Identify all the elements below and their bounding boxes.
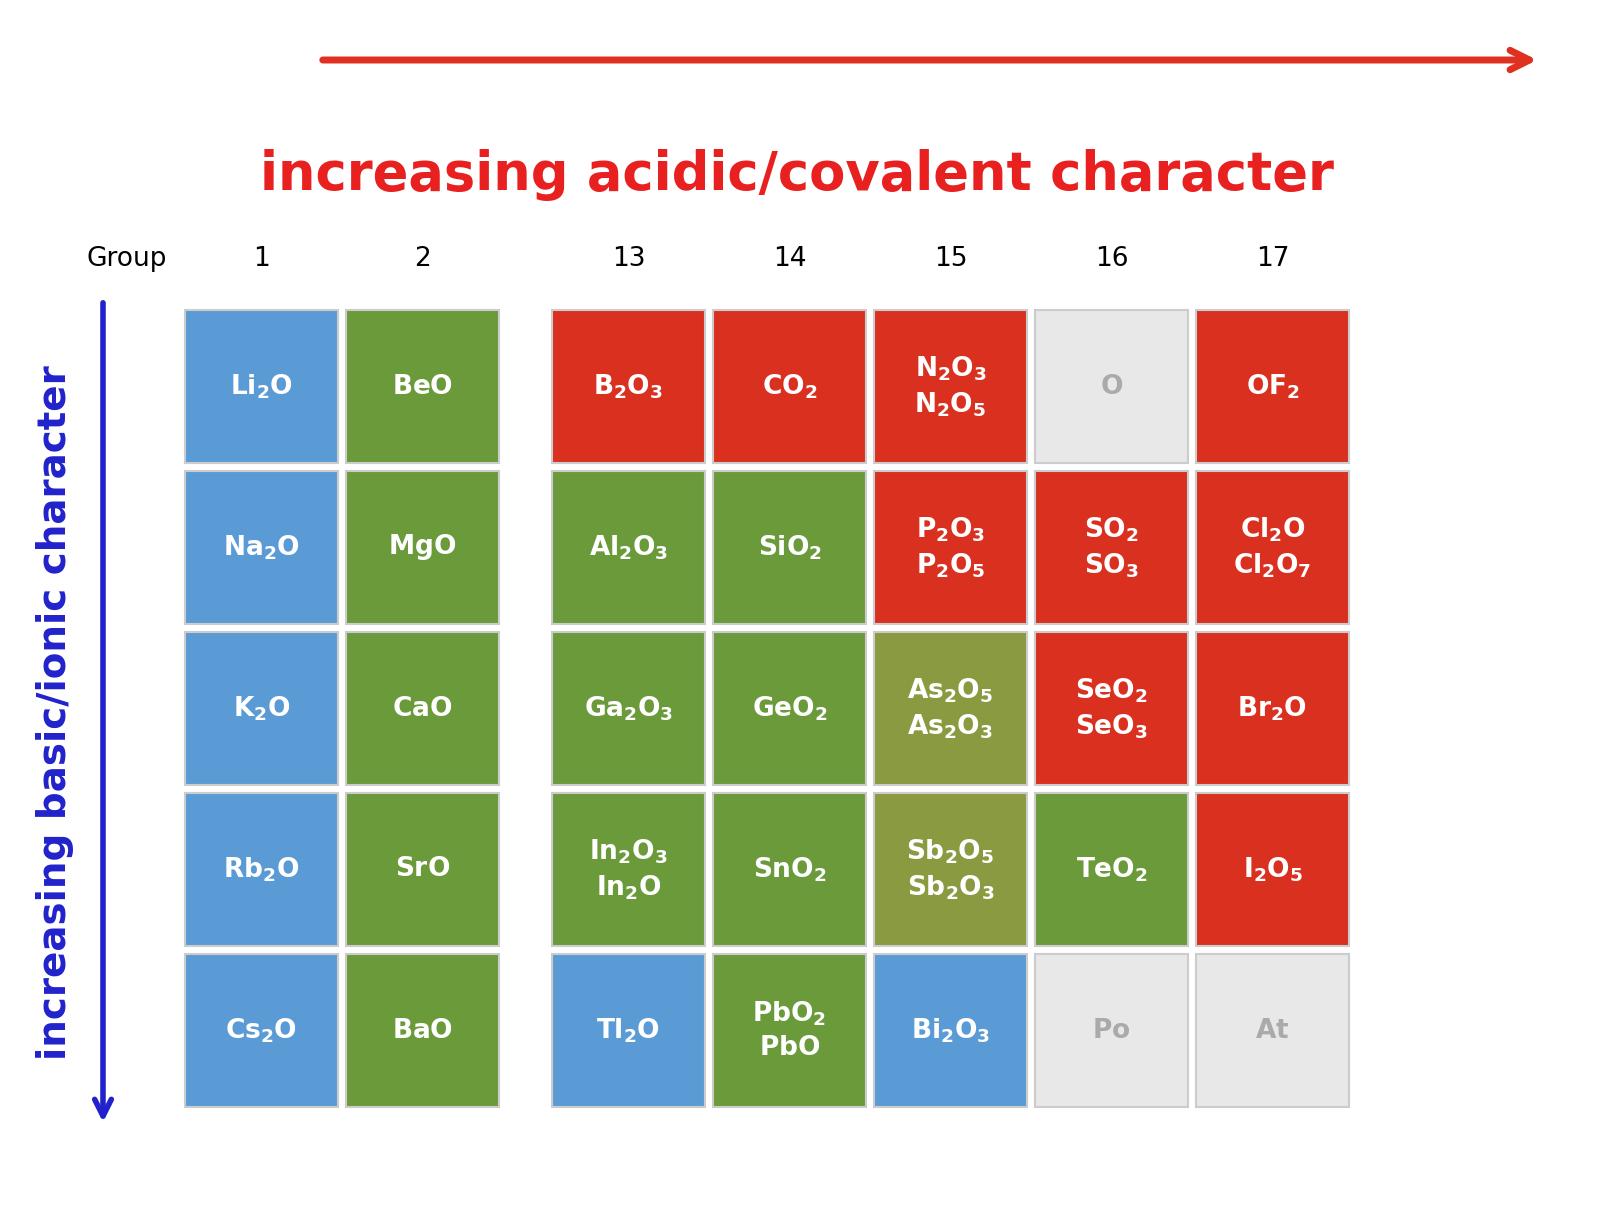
Text: $\mathbf{MgO}$: $\mathbf{MgO}$ — [389, 532, 456, 563]
Bar — [186, 631, 338, 785]
Text: $\mathbf{I_2O_5}$: $\mathbf{I_2O_5}$ — [1243, 856, 1302, 884]
Text: $\mathbf{SO_2}$
$\mathbf{SO_3}$: $\mathbf{SO_2}$ $\mathbf{SO_3}$ — [1083, 515, 1139, 580]
Text: $\mathbf{Tl_2O}$: $\mathbf{Tl_2O}$ — [597, 1016, 661, 1045]
Text: $\mathbf{TeO_2}$: $\mathbf{TeO_2}$ — [1075, 856, 1147, 884]
Bar — [1035, 310, 1187, 463]
Text: Group: Group — [86, 246, 168, 272]
Bar — [874, 471, 1027, 624]
Text: $\mathbf{SrO}$: $\mathbf{SrO}$ — [395, 857, 450, 883]
Bar — [714, 793, 866, 946]
Text: $\mathbf{Li_2O}$: $\mathbf{Li_2O}$ — [230, 373, 293, 401]
Text: $\mathbf{SiO_2}$: $\mathbf{SiO_2}$ — [757, 533, 821, 562]
Text: $\mathbf{BaO}$: $\mathbf{BaO}$ — [392, 1018, 453, 1043]
Bar — [186, 310, 338, 463]
Bar — [186, 471, 338, 624]
Text: 1: 1 — [253, 246, 270, 272]
Text: $\mathbf{OF_2}$: $\mathbf{OF_2}$ — [1245, 373, 1299, 401]
Text: 16: 16 — [1094, 246, 1128, 272]
Bar — [346, 954, 499, 1107]
Text: $\mathbf{SnO_2}$: $\mathbf{SnO_2}$ — [752, 856, 826, 884]
Text: $\mathbf{CaO}$: $\mathbf{CaO}$ — [392, 695, 453, 721]
Text: $\mathbf{Ga_2O_3}$: $\mathbf{Ga_2O_3}$ — [584, 694, 674, 723]
Bar — [346, 631, 499, 785]
Bar — [714, 631, 866, 785]
Text: $\mathbf{As_2O_5}$
$\mathbf{As_2O_3}$: $\mathbf{As_2O_5}$ $\mathbf{As_2O_3}$ — [907, 677, 994, 741]
Bar — [346, 471, 499, 624]
Text: $\mathbf{Cl_2O}$
$\mathbf{Cl_2O_7}$: $\mathbf{Cl_2O}$ $\mathbf{Cl_2O_7}$ — [1234, 515, 1312, 580]
Text: $\mathbf{Na_2O}$: $\mathbf{Na_2O}$ — [222, 533, 299, 562]
Bar — [552, 954, 706, 1107]
Text: $\mathbf{P_2O_3}$
$\mathbf{P_2O_5}$: $\mathbf{P_2O_3}$ $\mathbf{P_2O_5}$ — [915, 515, 986, 580]
Text: $\mathbf{Sb_2O_5}$
$\mathbf{Sb_2O_3}$: $\mathbf{Sb_2O_5}$ $\mathbf{Sb_2O_3}$ — [907, 837, 995, 902]
Bar — [1197, 471, 1349, 624]
Text: $\mathbf{N_2O_3}$
$\mathbf{N_2O_5}$: $\mathbf{N_2O_3}$ $\mathbf{N_2O_5}$ — [914, 354, 987, 419]
Text: $\mathbf{Bi_2O_3}$: $\mathbf{Bi_2O_3}$ — [910, 1016, 990, 1045]
Bar — [714, 471, 866, 624]
Text: $\mathbf{Br_2O}$: $\mathbf{Br_2O}$ — [1237, 694, 1307, 723]
Text: increasing acidic/covalent character: increasing acidic/covalent character — [261, 150, 1334, 201]
Bar — [714, 954, 866, 1107]
Bar — [1035, 471, 1187, 624]
Text: $\mathbf{Po}$: $\mathbf{Po}$ — [1093, 1018, 1131, 1043]
Text: 13: 13 — [611, 246, 645, 272]
Bar — [186, 954, 338, 1107]
Text: $\mathbf{SeO_2}$
$\mathbf{SeO_3}$: $\mathbf{SeO_2}$ $\mathbf{SeO_3}$ — [1075, 677, 1147, 741]
Bar — [874, 954, 1027, 1107]
Text: $\mathbf{O}$: $\mathbf{O}$ — [1099, 374, 1123, 400]
Bar — [1197, 310, 1349, 463]
Bar — [1197, 954, 1349, 1107]
Text: $\mathbf{GeO_2}$: $\mathbf{GeO_2}$ — [752, 694, 827, 723]
Bar — [874, 631, 1027, 785]
Bar — [186, 793, 338, 946]
Text: 15: 15 — [934, 246, 968, 272]
Bar — [552, 471, 706, 624]
Bar — [552, 793, 706, 946]
Text: 17: 17 — [1256, 246, 1290, 272]
Text: 2: 2 — [414, 246, 430, 272]
Bar — [1035, 793, 1187, 946]
Text: $\mathbf{In_2O_3}$
$\mathbf{In_2O}$: $\mathbf{In_2O_3}$ $\mathbf{In_2O}$ — [589, 837, 667, 902]
Bar — [346, 310, 499, 463]
Text: $\mathbf{K_2O}$: $\mathbf{K_2O}$ — [232, 694, 290, 723]
Bar — [874, 793, 1027, 946]
Text: $\mathbf{Rb_2O}$: $\mathbf{Rb_2O}$ — [224, 856, 299, 884]
Bar — [874, 310, 1027, 463]
Text: increasing basic/ionic character: increasing basic/ionic character — [35, 365, 74, 1059]
Bar — [552, 631, 706, 785]
Text: $\mathbf{B_2O_3}$: $\mathbf{B_2O_3}$ — [594, 373, 664, 401]
Bar — [1035, 954, 1187, 1107]
Text: $\mathbf{Cs_2O}$: $\mathbf{Cs_2O}$ — [226, 1016, 298, 1045]
Text: $\mathbf{Al_2O_3}$: $\mathbf{Al_2O_3}$ — [589, 533, 669, 562]
Text: 14: 14 — [773, 246, 806, 272]
Text: $\mathbf{CO_2}$: $\mathbf{CO_2}$ — [762, 373, 818, 401]
Text: $\mathbf{PbO_2}$
$\mathbf{PbO}$: $\mathbf{PbO_2}$ $\mathbf{PbO}$ — [752, 999, 827, 1062]
Text: $\mathbf{At}$: $\mathbf{At}$ — [1256, 1018, 1290, 1043]
Bar — [346, 793, 499, 946]
Text: $\mathbf{BeO}$: $\mathbf{BeO}$ — [392, 374, 453, 400]
Bar — [714, 310, 866, 463]
Bar — [1197, 793, 1349, 946]
Bar — [1035, 631, 1187, 785]
Bar — [552, 310, 706, 463]
Bar — [1197, 631, 1349, 785]
